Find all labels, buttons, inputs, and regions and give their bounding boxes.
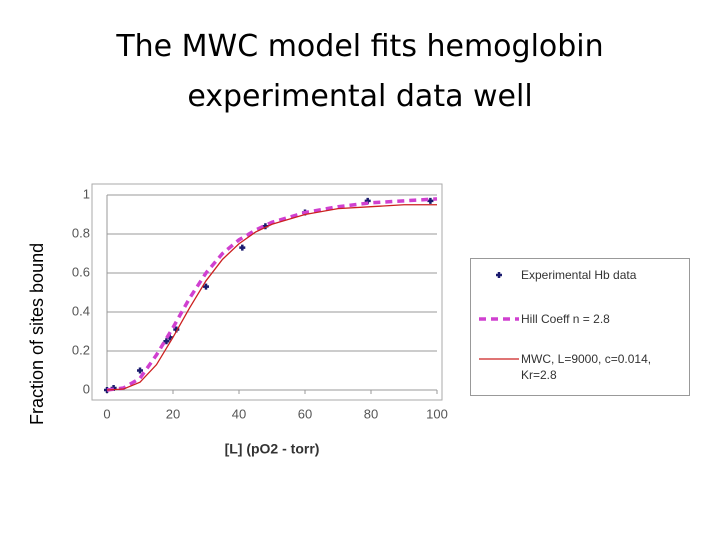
- data-point: [137, 367, 143, 374]
- series-line: [106, 204, 437, 391]
- data-point: [496, 272, 502, 278]
- x-tick-label: 0: [103, 406, 110, 421]
- legend-entry: Hill Coeff n = 2.8: [471, 311, 689, 327]
- chart-title: The MWC model fits hemoglobin experiment…: [116, 29, 604, 114]
- y-tick-label: 0.8: [72, 225, 90, 240]
- data-point: [427, 197, 434, 204]
- x-tick-label: 80: [364, 406, 378, 421]
- legend-label: Hill Coeff n = 2.8: [521, 312, 610, 326]
- y-tick-label: 0: [83, 381, 90, 396]
- x-tick-label: 100: [426, 406, 448, 421]
- plot-frame: [91, 183, 443, 401]
- legend-swatch: [496, 272, 502, 278]
- series-line: [106, 197, 438, 392]
- legend-entry: MWC, L=9000, c=0.014, Kr=2.8: [471, 351, 689, 383]
- y-tick-label: 0.2: [72, 342, 90, 357]
- x-tick-label: 20: [166, 406, 180, 421]
- legend-label: MWC, L=9000, c=0.014, Kr=2.8: [521, 352, 652, 382]
- legend-swatch: [479, 317, 519, 321]
- data-point: [203, 283, 209, 290]
- legend-label: Experimental Hb data: [521, 268, 637, 282]
- y-tick-label: 0.4: [72, 303, 90, 318]
- x-tick-label: 60: [298, 406, 312, 421]
- legend-swatch: [479, 358, 519, 360]
- x-axis-label: [L] (pO2 - torr): [225, 441, 320, 457]
- y-tick-label: 1: [83, 186, 90, 201]
- y-tick-label: 0.6: [72, 264, 90, 279]
- x-tick-label: 40: [232, 406, 246, 421]
- data-point: [163, 338, 170, 345]
- legend-entry: Experimental Hb data: [471, 267, 689, 283]
- legend: Experimental Hb data Hill Coeff n = 2.8 MW…: [470, 258, 690, 396]
- data-point: [239, 244, 246, 251]
